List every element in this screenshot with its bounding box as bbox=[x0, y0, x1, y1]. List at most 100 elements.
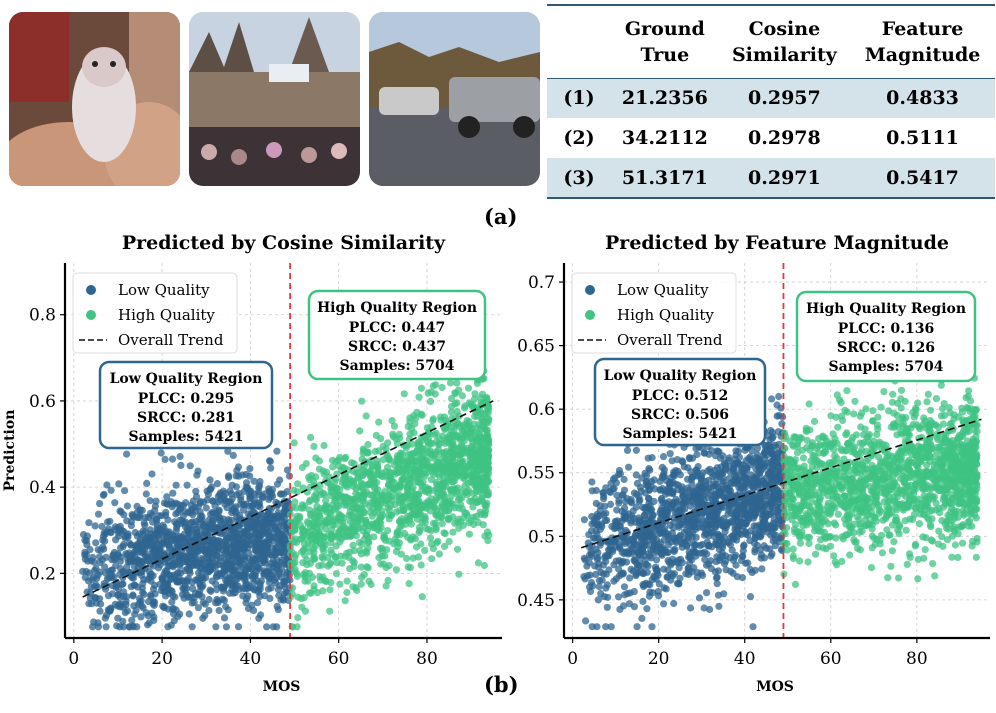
high-quality-point bbox=[401, 529, 409, 538]
high-quality-point bbox=[458, 505, 466, 513]
low-quality-point bbox=[158, 512, 166, 520]
low-quality-point bbox=[264, 516, 272, 524]
low-quality-stats-box-stat: SRCC: 0.281 bbox=[137, 410, 235, 426]
high-quality-point bbox=[481, 532, 489, 540]
low-quality-point bbox=[652, 565, 660, 574]
high-quality-point bbox=[366, 472, 375, 481]
high-quality-point bbox=[364, 544, 372, 553]
low-quality-point bbox=[96, 607, 104, 615]
low-quality-point bbox=[191, 507, 199, 515]
low-quality-point bbox=[655, 580, 663, 588]
low-quality-point bbox=[169, 605, 177, 614]
high-quality-point bbox=[338, 559, 346, 567]
high-quality-point bbox=[327, 539, 335, 547]
low-quality-point bbox=[169, 559, 177, 567]
high-quality-point bbox=[469, 471, 477, 479]
high-quality-point bbox=[445, 537, 453, 546]
high-quality-point bbox=[473, 379, 481, 387]
low-quality-stats-box-title: Low Quality Region bbox=[110, 371, 263, 387]
high-quality-point bbox=[375, 418, 383, 426]
low-quality-point bbox=[580, 554, 588, 562]
high-quality-point bbox=[370, 497, 378, 505]
low-quality-point bbox=[706, 605, 714, 614]
low-quality-point bbox=[138, 547, 146, 555]
high-quality-point bbox=[375, 554, 383, 562]
low-quality-point bbox=[82, 536, 91, 545]
low-quality-point bbox=[123, 502, 131, 510]
low-quality-point bbox=[276, 582, 284, 590]
low-quality-point bbox=[224, 472, 233, 480]
legend-label-low: Low Quality bbox=[118, 281, 210, 299]
low-quality-point bbox=[224, 447, 232, 455]
low-quality-point bbox=[670, 518, 678, 527]
high-quality-point bbox=[410, 505, 418, 513]
low-quality-point bbox=[666, 450, 674, 458]
low-quality-point bbox=[649, 589, 657, 597]
high-quality-point bbox=[303, 488, 311, 496]
high-quality-point bbox=[371, 485, 379, 493]
low-quality-point bbox=[742, 528, 750, 536]
high-quality-point bbox=[432, 526, 440, 534]
low-quality-point bbox=[697, 487, 705, 495]
low-quality-point bbox=[729, 464, 737, 473]
low-quality-point bbox=[777, 534, 785, 542]
low-quality-point bbox=[263, 623, 271, 631]
high-quality-point bbox=[406, 414, 414, 422]
high-quality-point bbox=[365, 577, 373, 585]
high-quality-point bbox=[290, 526, 299, 534]
low-quality-point bbox=[626, 574, 634, 582]
low-quality-point bbox=[607, 623, 615, 631]
low-quality-point bbox=[281, 509, 289, 517]
low-quality-point bbox=[220, 596, 228, 604]
low-quality-point bbox=[209, 519, 217, 527]
low-quality-point bbox=[267, 534, 275, 542]
high-quality-point bbox=[810, 417, 819, 425]
high-quality-point bbox=[379, 511, 387, 519]
low-quality-point bbox=[254, 599, 262, 607]
low-quality-point bbox=[144, 575, 152, 584]
high-quality-point bbox=[465, 530, 473, 538]
low-quality-point bbox=[147, 570, 155, 578]
low-quality-point bbox=[121, 487, 129, 495]
low-quality-point bbox=[695, 594, 704, 602]
table-row: (1) 21.2356 0.2957 0.4833 bbox=[547, 78, 995, 118]
high-quality-point bbox=[380, 560, 388, 568]
high-quality-point bbox=[360, 535, 368, 544]
ground-true-value: 21.2356 bbox=[621, 87, 708, 110]
low-quality-point bbox=[152, 497, 160, 505]
low-quality-point bbox=[676, 506, 684, 514]
low-quality-point bbox=[728, 546, 736, 554]
low-quality-point bbox=[137, 568, 145, 577]
low-quality-point bbox=[664, 566, 672, 574]
high-quality-point bbox=[332, 570, 340, 578]
high-quality-point bbox=[302, 572, 310, 580]
high-quality-point bbox=[317, 576, 325, 584]
high-quality-point bbox=[294, 480, 302, 488]
low-quality-point bbox=[239, 592, 247, 600]
low-quality-point bbox=[229, 580, 237, 588]
low-quality-point bbox=[226, 549, 234, 557]
low-quality-point bbox=[246, 472, 254, 480]
low-quality-point bbox=[748, 447, 756, 455]
low-quality-point bbox=[261, 556, 269, 564]
low-quality-point bbox=[198, 570, 206, 578]
low-quality-point bbox=[120, 592, 128, 600]
low-quality-point bbox=[270, 576, 278, 584]
high-quality-point bbox=[479, 474, 488, 482]
low-quality-point bbox=[142, 490, 150, 498]
high-quality-point bbox=[393, 529, 401, 537]
high-quality-point bbox=[408, 456, 416, 464]
trend-line bbox=[82, 400, 494, 598]
low-quality-point bbox=[228, 534, 236, 542]
low-quality-point bbox=[639, 562, 648, 571]
row-id: (3) bbox=[563, 166, 595, 189]
low-quality-point bbox=[746, 593, 755, 601]
low-quality-point bbox=[684, 516, 692, 524]
low-quality-point bbox=[133, 542, 141, 550]
high-quality-stats-box-stat: SRCC: 0.437 bbox=[348, 339, 446, 355]
high-quality-point bbox=[474, 559, 482, 567]
low-quality-point bbox=[729, 518, 737, 526]
low-quality-point bbox=[206, 476, 214, 484]
low-quality-point bbox=[767, 427, 775, 435]
high-quality-point bbox=[890, 538, 898, 546]
